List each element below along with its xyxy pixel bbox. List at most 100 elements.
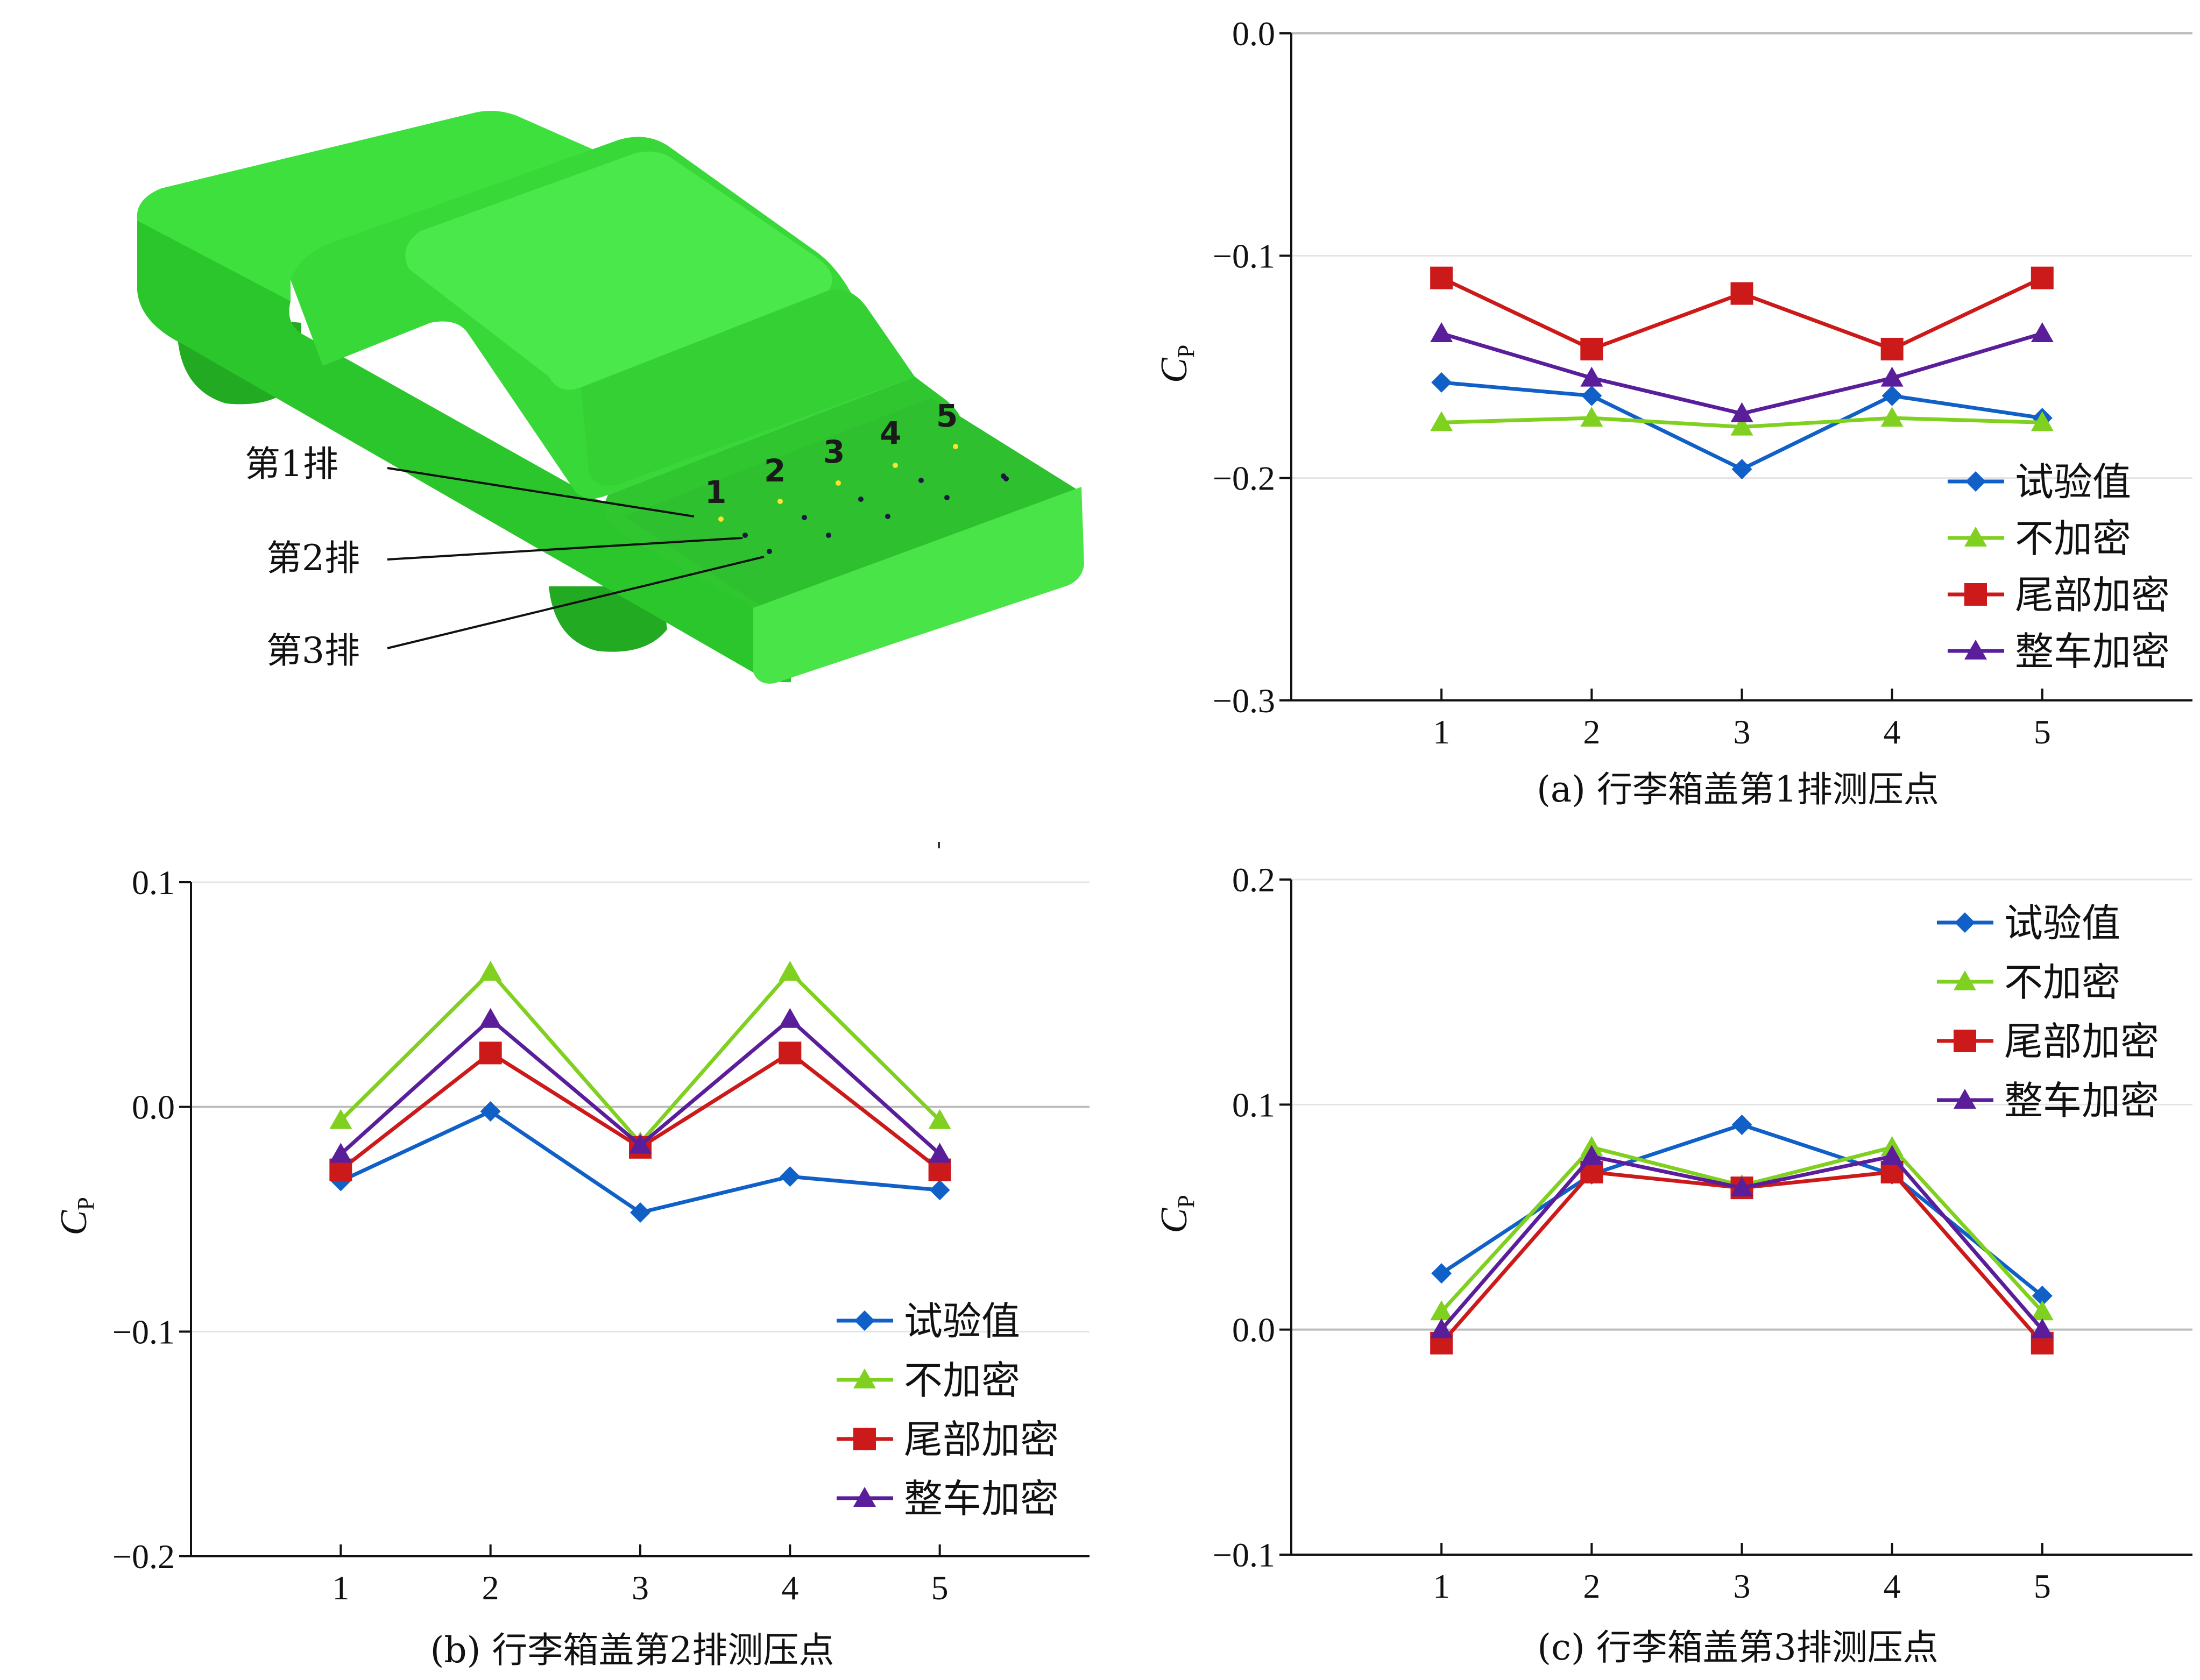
point-number-4: 4	[880, 415, 901, 451]
x-tick-label: 1	[332, 1569, 349, 1607]
stray-mark	[938, 842, 940, 848]
leader-line-row-2	[387, 537, 743, 561]
series-2-point-1	[1430, 1300, 1453, 1321]
leader-line-row-1	[387, 467, 695, 518]
series-2-point-2	[1580, 407, 1603, 427]
measure-point-r2-1	[742, 533, 748, 538]
legend-marker-3	[853, 1428, 876, 1450]
series-4-point-3	[1730, 1176, 1753, 1197]
series-4-point-2	[1580, 1145, 1603, 1165]
chart-caption: (b) 行李箱盖第2排测压点	[430, 1629, 834, 1671]
y-axis-label: CP	[53, 1197, 99, 1235]
chart-a: 0.0 −0.1 −0.2 −0.3 1 2 3 4 5 CP (a) 行李箱盖第1排测压点 试验值不…	[1154, 15, 2192, 810]
series-line-4	[1441, 331, 2043, 416]
x-tick-label: 4	[1884, 713, 1901, 751]
y-tick-label: −0.1	[1213, 1536, 1275, 1574]
legend-label-2: 不加密	[2015, 516, 2131, 561]
measure-point-r2-4	[918, 478, 924, 483]
legend-label-3: 尾部加密	[904, 1417, 1059, 1462]
point-number-2: 2	[764, 452, 786, 489]
leader-line-row-3	[387, 556, 765, 649]
legend-marker-3	[1954, 1030, 1976, 1052]
series-2-point-1	[1430, 411, 1453, 431]
series-4-point-4	[779, 1008, 802, 1028]
x-tick-label: 4	[781, 1569, 798, 1607]
series-1-point-5	[2032, 1285, 2053, 1306]
series-line-2	[339, 969, 942, 1146]
legend-label-1: 试验值	[2015, 459, 2131, 505]
legend-label-4: 整车加密	[904, 1476, 1059, 1521]
series-4-point-3	[629, 1133, 652, 1154]
legend-label-3: 尾部加密	[2004, 1019, 2159, 1064]
measure-point-r1-2	[777, 499, 783, 504]
x-tick-label: 3	[1734, 713, 1751, 751]
series-3-point-1	[1430, 266, 1453, 289]
measure-point-r2-2	[802, 515, 807, 520]
series-2-point-3	[1730, 415, 1753, 436]
series-1-point-1	[1431, 372, 1452, 393]
y-axis-label: CP	[1154, 345, 1199, 383]
series-4-point-1	[1430, 1318, 1453, 1338]
row-label-2: 第2排	[266, 537, 360, 579]
series-2-point-4	[1880, 407, 1904, 427]
x-tick-label: 5	[2034, 713, 2051, 751]
series-3-point-4	[1880, 337, 1904, 360]
y-tick-label: 0.0	[1232, 1311, 1275, 1349]
y-tick-label: −0.3	[1213, 682, 1275, 720]
series-2-point-5	[2031, 411, 2054, 431]
x-tick-label: 1	[1433, 713, 1450, 751]
series-2-point-2	[479, 961, 502, 981]
point-number-5: 5	[936, 398, 958, 434]
legend-marker-2	[1964, 527, 1987, 547]
legend-marker-2	[1954, 970, 1976, 990]
measure-point-r2-3	[858, 497, 864, 502]
series-4-point-3	[1730, 402, 1753, 422]
car-roof	[405, 151, 832, 390]
x-tick-label: 2	[482, 1569, 499, 1607]
legend-marker-4	[853, 1487, 876, 1507]
series-4-point-5	[928, 1143, 951, 1163]
x-tick-label: 5	[931, 1569, 949, 1607]
series-4-point-1	[329, 1143, 352, 1163]
series-3-point-3	[1730, 282, 1753, 305]
series-4-point-5	[2031, 1318, 2054, 1338]
x-tick-label: 2	[1583, 1567, 1600, 1605]
series-3-point-5	[2031, 266, 2054, 289]
series-1-point-1	[1431, 1263, 1452, 1284]
series-2-point-4	[779, 961, 802, 981]
x-tick-label: 3	[1734, 1567, 1751, 1605]
measure-point-r3-4	[944, 495, 950, 500]
legend-label-2: 不加密	[2004, 960, 2120, 1005]
x-tick-label: 4	[1884, 1567, 1901, 1605]
car-annotations: 第1排 第2排 第3排 1 2 3 4 5	[245, 398, 1009, 671]
series-1-point-5	[929, 1180, 950, 1201]
series-1-point-2	[1581, 385, 1602, 406]
y-axis-label: CP	[1154, 1195, 1199, 1233]
series-1-point-3	[630, 1202, 650, 1223]
y-tick-label: 0.1	[132, 863, 175, 902]
car-front-deck	[137, 111, 608, 301]
car-illustration	[137, 111, 1084, 684]
measure-point-r3-2	[826, 533, 831, 538]
point-number-3: 3	[823, 434, 845, 470]
series-line-2	[1440, 1145, 2044, 1313]
car-rear-face	[753, 487, 1084, 684]
legend-marker-3	[1964, 583, 1987, 606]
measure-point-r1-3	[836, 480, 841, 486]
series-1-point-4	[1881, 385, 1902, 406]
y-tick-label: −0.2	[1213, 459, 1275, 498]
measure-point-r1-5	[953, 444, 958, 449]
legend-marker-1	[1965, 471, 1986, 492]
measure-point-r3-5	[1003, 476, 1009, 481]
y-tick-label: 0.1	[1232, 1086, 1275, 1124]
chart-b: 0.1 0.0 −0.1 −0.2 1 2 3 4 5 CP (b) 行李箱盖第2排测压点 试验值不加…	[53, 863, 1090, 1671]
measure-point-r3-1	[767, 549, 772, 554]
y-tick-label: 0.0	[1232, 15, 1275, 53]
measure-point-r1-4	[893, 463, 898, 468]
series-1-point-4	[780, 1166, 801, 1187]
legend-marker-1	[854, 1310, 875, 1331]
y-tick-label: 0.2	[1232, 861, 1275, 899]
series-4-point-2	[1580, 366, 1603, 387]
legend-label-3: 尾部加密	[2015, 572, 2170, 618]
measure-point-r1-1	[718, 516, 724, 522]
